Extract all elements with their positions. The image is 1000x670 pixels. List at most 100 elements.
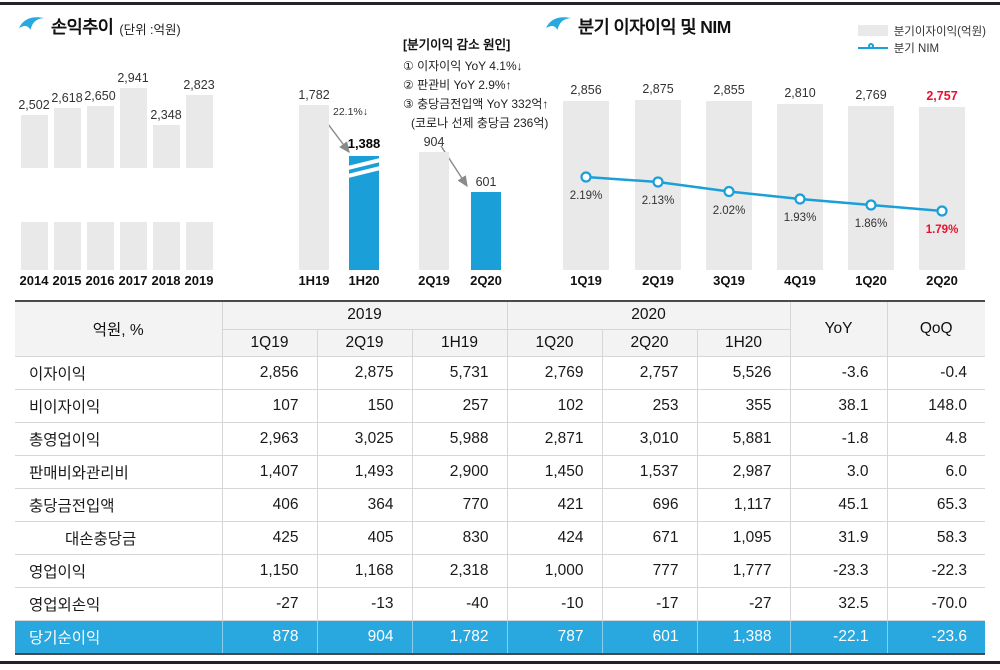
table-cell: 904: [316, 619, 413, 654]
table-cell: 45.1: [789, 487, 888, 522]
table-cell: -23.3: [789, 553, 888, 588]
table-cell: -13: [316, 586, 413, 621]
table-cell: 406: [221, 487, 318, 522]
table-cell: 1,117: [696, 487, 791, 522]
note-line: (코로나 선제 충당금 236억): [411, 116, 549, 130]
table-cell: 32.5: [789, 586, 888, 621]
row-label: 영업이익: [14, 553, 223, 588]
table-cell: 65.3: [886, 487, 986, 522]
x-label-2019: 2019: [184, 273, 214, 288]
table-cell: -10: [506, 586, 603, 621]
table-header-1H20: 1H20: [696, 328, 791, 357]
bar-value-2016: 2,650: [84, 89, 116, 103]
table-cell: 150: [316, 388, 413, 423]
table-cell: 2,875: [316, 355, 413, 390]
table-corner-header: 억원, %: [14, 301, 223, 357]
table-cell: 2,963: [221, 421, 318, 456]
table-cell: 3.0: [789, 454, 888, 489]
x-label-2014: 2014: [19, 273, 49, 288]
legend-bar-label: 분기이자이익(억원): [893, 25, 986, 38]
left-chart-title: 손익추이: [51, 17, 114, 37]
table-cell: -23.6: [886, 619, 986, 654]
table-cell: 3,025: [316, 421, 413, 456]
table-cell: 696: [601, 487, 698, 522]
table-cell: 58.3: [886, 520, 986, 555]
x-label-4Q19: 4Q19: [784, 273, 816, 288]
table-cell: 5,988: [411, 421, 508, 456]
decline-percent-label: 22.1%↓: [333, 106, 369, 118]
table-header-row-quarters: 1Q19 2Q19 1H19 1Q20 2Q20 1H20: [15, 328, 985, 357]
table-cell: 425: [221, 520, 318, 555]
nim-value-2Q20: 1.79%: [925, 224, 959, 236]
brand-bird-icon: [546, 17, 571, 30]
bar-value-2Q19: 904: [423, 135, 445, 149]
table-row-총영업이익: 총영업이익 2,963 3,025 5,988 2,871 3,010 5,881 -1.8 4…: [14, 421, 986, 456]
table-header-1H19: 1H19: [411, 328, 508, 357]
note-line: ① 이자이익 YoY 4.1%↓: [403, 59, 523, 73]
table-cell: -40: [411, 586, 508, 621]
table-row-당기순이익: 당기순이익 878 904 1,782 787 601 1,388 -22.1 -23.6: [14, 619, 986, 654]
table-cell: 102: [506, 388, 603, 423]
x-label-3Q19: 3Q19: [713, 273, 745, 288]
table-cell: 5,526: [696, 355, 791, 390]
table-cell: 1,168: [316, 553, 413, 588]
table-cell: 1,095: [696, 520, 791, 555]
bar-value-1Q19: 2,856: [570, 83, 602, 97]
table-cell: 2,900: [411, 454, 508, 489]
nim-value-1Q19: 2.19%: [569, 190, 603, 202]
legend-item-line: 분기 NIM: [857, 39, 986, 56]
table-cell: -27: [221, 586, 318, 621]
table-header-YoY: YoY: [789, 301, 888, 357]
table-cell: -22.3: [886, 553, 986, 588]
left-chart-header: 손익추이 (단위 :억원): [18, 14, 181, 39]
bar-value-1Q20: 2,769: [855, 88, 887, 102]
table-cell: 2,757: [601, 355, 698, 390]
table-header-2Q20: 2Q20: [601, 328, 698, 357]
table-cell: 4.8: [886, 421, 986, 456]
row-label: 총영업이익: [14, 421, 223, 456]
table-cell: 5,731: [411, 355, 508, 390]
row-label: 이자이익: [14, 355, 223, 390]
nii-nim-x-axis: 1Q19 2Q19 3Q19 4Q19 1Q20 2Q20: [550, 273, 990, 291]
nii-nim-plot: 2,856 2,875 2,855 2,810 2,769 2,757 2.19% 2.13%…: [550, 62, 990, 270]
profit-trend-x-axis: 2014 2015 2016 2017 2018 2019 1H19 1H20 2Q19 2Q20: [15, 273, 507, 291]
bar-value-1H20: 1,388: [347, 136, 381, 151]
x-label-2016: 2016: [85, 273, 115, 288]
row-label: 판매비와관리비: [14, 454, 223, 489]
table-header-QoQ: QoQ: [886, 301, 986, 357]
table-cell: 2,856: [221, 355, 318, 390]
table-cell: 1,150: [221, 553, 318, 588]
results-table-wrapper: 억원, % 2019 2020 YoY QoQ 1Q19 2Q19 1H19 1Q20 2Q20 1…: [14, 300, 986, 655]
table-row-비이자이익: 비이자이익 107 150 257 102 253 355 38.1 148.0: [14, 388, 986, 423]
x-label-2018: 2018: [151, 273, 181, 288]
table-cell: 107: [221, 388, 318, 423]
table-cell: -3.6: [789, 355, 888, 390]
table-cell: 777: [601, 553, 698, 588]
x-label-1Q20: 1Q20: [855, 273, 887, 288]
table-cell: -1.8: [789, 421, 888, 456]
table-cell: -70.0: [886, 586, 986, 621]
table-row-충당금전입액: 충당금전입액 406 364 770 421 696 1,117 45.1 65.3: [14, 487, 986, 522]
table-row-판매비와관리비: 판매비와관리비 1,407 1,493 2,900 1,450 1,537 2,987 3.0…: [14, 454, 986, 489]
bar-2Q20: [471, 192, 501, 270]
nim-value-1Q20: 1.86%: [854, 218, 888, 230]
bar-swatch-icon: [857, 25, 888, 36]
nim-value-2Q19: 2.13%: [641, 195, 675, 207]
table-cell: 2,769: [506, 355, 603, 390]
right-chart-legend: 분기이자이익(억원) 분기 NIM: [857, 22, 986, 56]
row-label: 충당금전입액: [14, 487, 223, 522]
bar-value-2Q20: 601: [475, 175, 497, 189]
table-cell: 601: [601, 619, 698, 654]
table-cell: 3,010: [601, 421, 698, 456]
table-cell: 6.0: [886, 454, 986, 489]
left-chart-unit-label: (단위 :억원): [119, 22, 181, 37]
table-cell: 253: [601, 388, 698, 423]
right-chart-header: 분기 이자이익 및 NIM: [545, 14, 731, 39]
table-cell: 2,871: [506, 421, 603, 456]
nim-value-4Q19: 1.93%: [783, 212, 817, 224]
bar-4Q19: [777, 104, 823, 270]
x-label-2Q20: 2Q20: [470, 273, 502, 288]
top-rule: [0, 2, 1000, 5]
brand-bird-icon: [18, 15, 45, 38]
table-year-header-2019: 2019: [221, 301, 508, 330]
